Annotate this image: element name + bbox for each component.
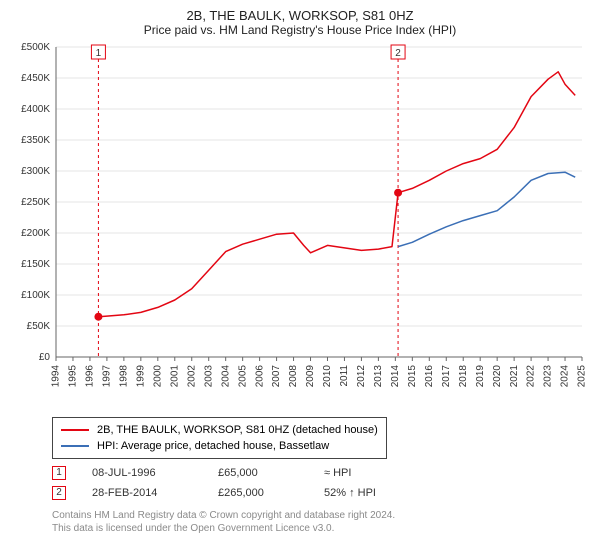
- svg-text:£200K: £200K: [21, 228, 50, 239]
- svg-text:£150K: £150K: [21, 259, 50, 270]
- svg-text:2023: 2023: [543, 365, 554, 388]
- svg-text:2011: 2011: [339, 365, 350, 387]
- chart-svg: £0 £50K £100K £150K £200K £250K £300K £350K £400…: [12, 41, 588, 411]
- transaction-table: 1 08-JUL-1996 £65,000 ≈ HPI 2 28-FEB-2014 £265…: [52, 463, 588, 503]
- svg-text:2009: 2009: [305, 365, 316, 388]
- chart-container: 2B, THE BAULK, WORKSOP, S81 0HZ Price pa…: [0, 0, 600, 560]
- svg-text:2016: 2016: [424, 365, 435, 388]
- svg-text:£500K: £500K: [21, 42, 50, 53]
- svg-text:2019: 2019: [475, 365, 486, 388]
- svg-text:2014: 2014: [390, 365, 401, 388]
- svg-text:£450K: £450K: [21, 73, 50, 84]
- legend-label: 2B, THE BAULK, WORKSOP, S81 0HZ (detache…: [97, 422, 378, 438]
- svg-text:£350K: £350K: [21, 135, 50, 146]
- transaction-price: £265,000: [218, 483, 298, 503]
- svg-text:2024: 2024: [560, 365, 571, 388]
- svg-text:2000: 2000: [152, 365, 163, 388]
- chart-subtitle: Price paid vs. HM Land Registry's House …: [12, 23, 588, 37]
- transaction-date: 08-JUL-1996: [92, 463, 192, 483]
- svg-text:2020: 2020: [492, 365, 503, 388]
- svg-text:2013: 2013: [373, 365, 384, 388]
- footnote-line: Contains HM Land Registry data © Crown c…: [52, 509, 588, 522]
- svg-text:2012: 2012: [356, 365, 367, 388]
- svg-text:2022: 2022: [526, 365, 537, 388]
- svg-text:2018: 2018: [458, 365, 469, 388]
- svg-text:2010: 2010: [322, 365, 333, 388]
- chart-title: 2B, THE BAULK, WORKSOP, S81 0HZ: [12, 8, 588, 23]
- legend-label: HPI: Average price, detached house, Bass…: [97, 438, 329, 454]
- transaction-date: 28-FEB-2014: [92, 483, 192, 503]
- transaction-badge: 1: [52, 466, 66, 480]
- svg-text:1: 1: [96, 48, 102, 59]
- svg-text:£100K: £100K: [21, 290, 50, 301]
- transaction-rel: ≈ HPI: [324, 463, 404, 483]
- svg-text:£50K: £50K: [27, 321, 51, 332]
- svg-text:2006: 2006: [254, 365, 265, 388]
- svg-text:2002: 2002: [186, 365, 197, 388]
- svg-text:2021: 2021: [509, 365, 520, 388]
- svg-text:2003: 2003: [203, 365, 214, 388]
- chart-plot: £0 £50K £100K £150K £200K £250K £300K £350K £400…: [12, 41, 588, 411]
- legend-row: 2B, THE BAULK, WORKSOP, S81 0HZ (detache…: [61, 422, 378, 438]
- svg-text:2017: 2017: [441, 365, 452, 388]
- svg-text:1995: 1995: [68, 365, 79, 388]
- svg-text:2001: 2001: [169, 365, 180, 388]
- footnote: Contains HM Land Registry data © Crown c…: [52, 509, 588, 535]
- transaction-row: 2 28-FEB-2014 £265,000 52% ↑ HPI: [52, 483, 588, 503]
- legend: 2B, THE BAULK, WORKSOP, S81 0HZ (detache…: [52, 417, 387, 459]
- svg-text:2025: 2025: [577, 365, 588, 388]
- svg-text:1997: 1997: [102, 365, 113, 388]
- svg-text:2008: 2008: [288, 365, 299, 388]
- svg-text:£0: £0: [39, 352, 51, 363]
- transaction-price: £65,000: [218, 463, 298, 483]
- svg-text:2: 2: [395, 48, 401, 59]
- svg-text:£250K: £250K: [21, 197, 50, 208]
- svg-text:£400K: £400K: [21, 104, 50, 115]
- svg-text:1996: 1996: [85, 365, 96, 388]
- svg-text:2007: 2007: [271, 365, 282, 388]
- svg-text:£300K: £300K: [21, 166, 50, 177]
- footnote-line: This data is licensed under the Open Gov…: [52, 522, 588, 535]
- svg-text:1998: 1998: [119, 365, 130, 388]
- transaction-row: 1 08-JUL-1996 £65,000 ≈ HPI: [52, 463, 588, 483]
- legend-swatch: [61, 445, 89, 447]
- svg-text:2015: 2015: [407, 365, 418, 388]
- svg-text:1994: 1994: [51, 365, 62, 388]
- legend-swatch: [61, 429, 89, 431]
- svg-text:2005: 2005: [237, 365, 248, 388]
- svg-text:1999: 1999: [135, 365, 146, 388]
- svg-text:2004: 2004: [220, 365, 231, 388]
- legend-row: HPI: Average price, detached house, Bass…: [61, 438, 378, 454]
- transaction-rel: 52% ↑ HPI: [324, 483, 404, 503]
- transaction-badge: 2: [52, 486, 66, 500]
